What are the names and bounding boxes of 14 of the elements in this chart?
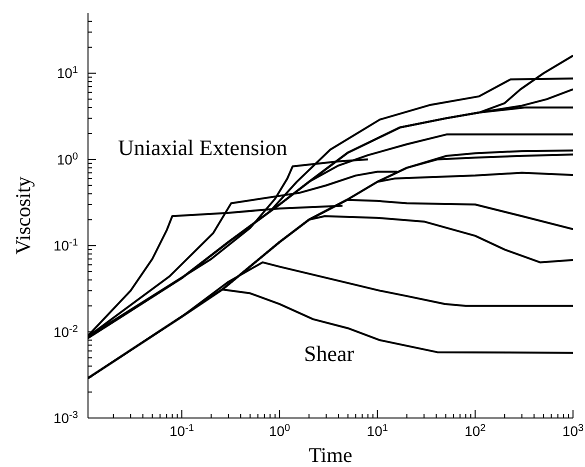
y-tick-label: 10$^{-2}$ — [53, 323, 78, 340]
x-tick-label: 10$^{3}$ — [562, 422, 584, 439]
y-tick-label: 10$^{0}$ — [56, 150, 78, 168]
y-tick-label: 10$^{-1}$ — [53, 237, 78, 254]
x-tick-label: 10$^{1}$ — [366, 422, 388, 439]
y-tick-label: 10$^{-3}$ — [53, 410, 78, 426]
x-axis-title: Time — [308, 443, 352, 467]
annotation: Uniaxial Extension — [118, 135, 288, 160]
x-tick-label: 10$^{0}$ — [268, 422, 291, 439]
y-tick-label: 10$^{1}$ — [56, 64, 78, 82]
x-tick-label: 10$^{2}$ — [464, 422, 486, 439]
y-axis-title: Viscosity — [11, 176, 35, 255]
x-tick-label: 10$^{-1}$ — [169, 422, 194, 439]
annotation: Shear — [304, 341, 354, 366]
